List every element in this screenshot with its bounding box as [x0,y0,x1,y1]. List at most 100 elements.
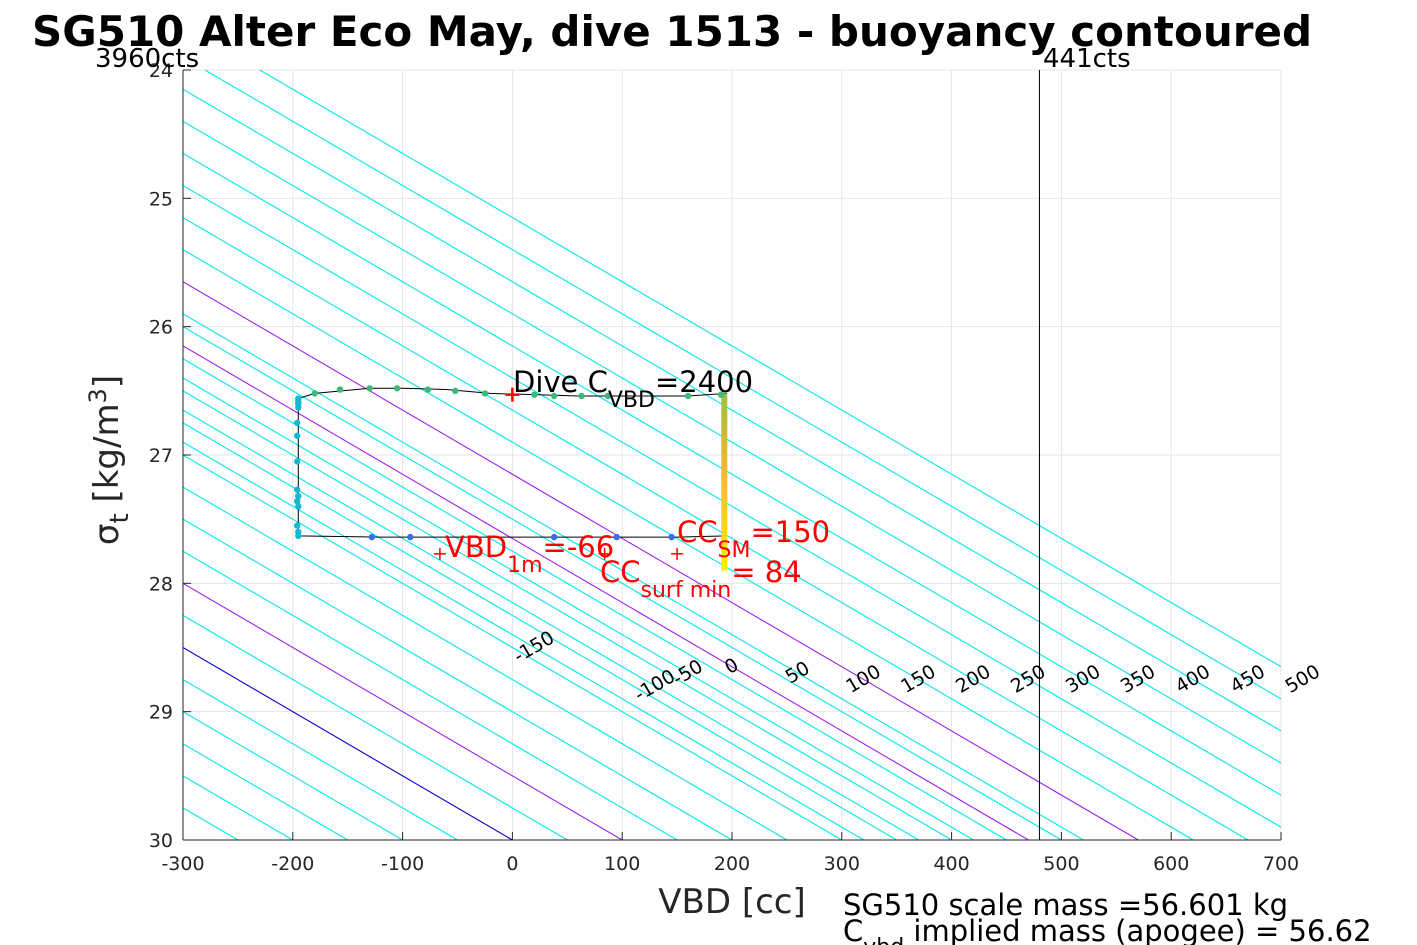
y-axis-close: ] [87,375,127,388]
x-tick-label: 600 [1153,853,1189,875]
axis-ticks: -300 -200 -100 0 100 200 300 400 500 600 700 24 25 26… [149,60,1299,875]
x-tick-label: -300 [161,853,204,875]
y-tick-label: 26 [149,317,173,339]
y-tick-label: 27 [149,445,173,467]
x-tick-label: -100 [381,853,424,875]
dive-point-lower [550,533,558,541]
y-tick-label: 30 [149,830,173,852]
y-axis-label: σt [kg/m3] [84,375,135,545]
cc-surf-annotation: CCsurf min= 84 [600,555,802,603]
dive-point-left [295,404,302,411]
y-axis-sup: 3 [84,388,112,403]
x-tick-label: 200 [714,853,750,875]
lower-contour-0 [183,345,1029,840]
x-tick-label: 700 [1263,853,1299,875]
y-tick-label: 24 [149,60,173,82]
dive-point-lower [407,533,414,541]
buoyancy-contours [183,70,1281,840]
dive-point-upper [393,385,401,392]
lower-contour-200 [183,216,1249,840]
lower-contour-50 [183,313,1084,840]
upper-contour--50 [183,678,458,840]
x-tick-label: 0 [506,853,518,875]
upper-contour-350 [183,422,897,840]
dive-point-upper [604,392,612,400]
lower-contour-250 [183,184,1281,828]
cc-surf-sub: surf min [641,578,732,603]
upper-contour-300 [183,454,843,840]
cc-sm-main: CC [677,515,718,549]
chart-title: SG510 Alter Eco May, dive 1513 - buoyanc… [32,7,1312,56]
dive-point-left [293,498,301,505]
lower-contour-350 [183,120,1281,764]
upper-contour-200 [183,518,733,840]
x-tick-label: 500 [1043,853,1079,875]
dive-trace [293,385,728,571]
lower-contour--150 [183,441,865,840]
dive-point-lower [668,533,675,541]
lower-contour--100 [183,409,919,840]
cc-surf-val: = 84 [731,555,801,589]
lower-contour-500 [259,70,1281,668]
cc-surf-main: CC [600,555,641,589]
x-tick-label: -200 [271,853,314,875]
dive-point-left [293,458,301,465]
y-tick-label: 28 [149,573,173,595]
cc-sm-val: =150 [750,515,830,549]
dive-point-upper [578,392,585,400]
dive-point-left [295,532,302,540]
lower-contour-400 [183,88,1281,732]
upper-contour-150 [183,550,678,840]
footer-scale-mass: SG510 scale mass =56.601 kg [843,888,1288,922]
cc-sm-annotation: CCSM=150 [677,515,830,563]
dive-point-upper [452,387,459,395]
x-tick-label: 100 [604,853,640,875]
vbd-1m-annotation: VBD1m=-66 [445,530,614,578]
dive-point-left [293,522,301,529]
upper-contour-500 [183,326,1062,840]
lower-contour-150 [183,249,1194,840]
footer-cvbd-main: C [843,914,863,945]
dive-cvbd-sub: VBD [608,388,655,413]
upper-contour-250 [183,486,788,840]
dive-point-upper [531,391,538,398]
x-tick-label: 400 [933,853,969,875]
y-axis-symbol: σ [87,524,127,546]
footer-implied-mass: Cvbd implied mass (apogee) = 56.62 [843,914,1372,945]
dive-point-left [293,432,301,439]
dive-point-upper [424,386,432,393]
dive-point-upper [684,392,692,400]
dive-point-left [293,419,301,427]
dive-cvbd-val: =2400 [655,365,753,399]
x-tick-label: 300 [824,853,860,875]
upper-contour-50 [183,614,568,840]
dive-path [297,387,728,538]
lower-contour--50 [183,377,974,840]
dive-point-left [293,486,301,493]
dive-point-lower [368,533,376,541]
dive-point-upper [717,391,725,398]
upper-contour-400 [183,390,952,840]
vbd-1m-main: VBD [445,530,507,564]
dive-point-upper [481,390,489,397]
cc-sm-sub: SM [718,538,751,563]
dive-cvbd-main: Dive C [513,365,608,399]
footer-implied-rest: implied mass (apogee) = 56.62 [904,914,1371,945]
markers [433,387,684,560]
x-axis-label: VBD [cc] [658,882,806,922]
upper-contour-450 [183,358,1007,840]
lower-contour-300 [183,152,1281,796]
upper-contour-100 [183,582,623,840]
dive-point-upper [366,385,373,392]
y-axis-sub: t [105,513,135,523]
lower-contour-100 [183,281,1139,840]
y-tick-label: 29 [149,702,173,724]
lower-contour-label: 500 [1282,661,1324,698]
dive-point-left [295,492,302,500]
vbd-1m-val: =-66 [543,530,615,564]
dive-point-left [295,503,302,510]
dive-point-upper [336,386,344,393]
cts-left-label: 3960cts [95,44,199,74]
grid-lines [182,69,1282,841]
